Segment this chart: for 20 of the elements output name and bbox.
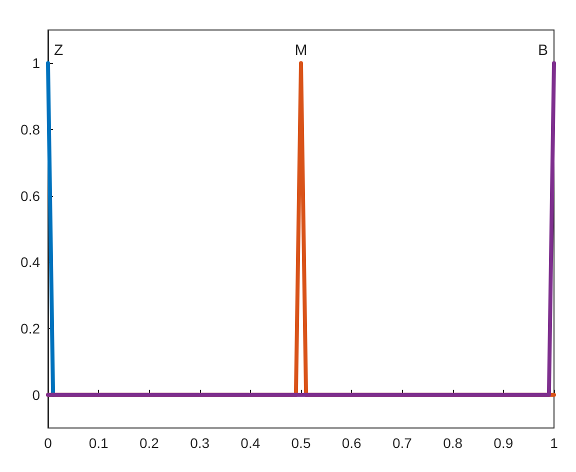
y-tick-label: 0.6 [20, 188, 40, 204]
y-tick-label: 0 [32, 386, 40, 403]
x-tick-label: 0.5 [291, 435, 311, 451]
x-tick-label: 0.8 [443, 435, 463, 451]
x-tick-label: 0.3 [190, 435, 210, 451]
x-tick-label: 0.7 [392, 435, 412, 451]
series-label: M [294, 42, 308, 60]
x-tick-label: 0 [44, 435, 52, 451]
x-tick-label: 1 [550, 435, 558, 451]
x-tick-label: 0.6 [342, 435, 362, 451]
x-tick-label: 0.9 [494, 435, 514, 451]
series-label: B [538, 42, 548, 60]
x-tick-label: 0.4 [240, 435, 260, 451]
series-label: Z [54, 42, 64, 60]
x-tick-label: 0.1 [88, 435, 109, 451]
y-tick-label: 0.2 [20, 320, 40, 336]
y-tick-label: 0.8 [20, 122, 40, 138]
y-tick-label: 0.4 [20, 254, 40, 270]
y-tick-label: 1 [32, 55, 40, 72]
x-tick-label: 0.2 [139, 435, 160, 451]
